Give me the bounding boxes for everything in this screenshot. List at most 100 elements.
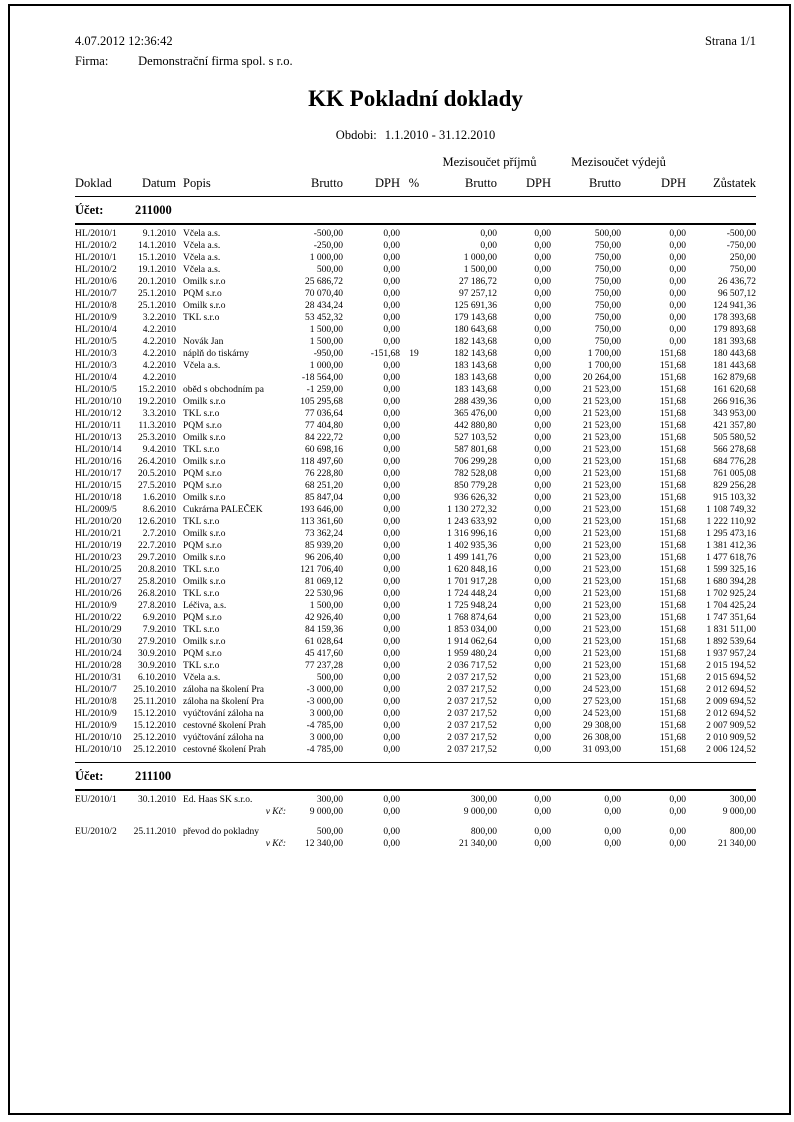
cell-9: 151,68 (659, 421, 686, 431)
cell-4: 0,00 (383, 637, 400, 647)
cell-4: 0,00 (383, 795, 400, 805)
cell-9: 151,68 (659, 517, 686, 527)
cell-10: 9 000,00 (722, 807, 756, 817)
cell-6: 183 143,68 (454, 373, 497, 383)
subtotal-row: v Kč: 12 340,00 0,00 21 340,00 0,00 0,00 0,00 2… (75, 838, 756, 850)
cell-4: 0,00 (383, 721, 400, 731)
cell-10: 162 879,68 (713, 373, 756, 383)
cell-5 (400, 276, 428, 288)
cell-3: 500,00 (316, 265, 343, 275)
cell-5 (400, 492, 428, 504)
cell-6: 1 701 917,28 (447, 577, 497, 587)
cell-6: 1 130 272,32 (447, 505, 497, 515)
cell-1: 25.11.2010 (133, 827, 176, 837)
cell-2: Cukrárna PALEČEK (183, 505, 263, 515)
cell-5 (400, 288, 428, 300)
cell-2: Omilk s.r.o (183, 577, 226, 587)
cell-4: 0,00 (383, 421, 400, 431)
cell-9: 0,00 (669, 313, 686, 323)
cell-6: 182 143,68 (454, 337, 497, 347)
cell-2: PQM s.r.o (183, 481, 222, 491)
cell-2: Včela a.s. (183, 253, 221, 263)
cell-1: 19.1.2010 (138, 265, 176, 275)
cell-2: Léčiva, a.s. (183, 601, 227, 611)
cell-10: 1 599 325,16 (706, 565, 756, 575)
cell-1: 27.9.2010 (138, 637, 176, 647)
cell-8: 21 523,00 (583, 625, 621, 635)
cell-9: 0,00 (669, 839, 686, 849)
cell-10: 2 009 694,52 (706, 697, 756, 707)
cell-0: HL/2010/14 (75, 445, 122, 455)
cell-1: 6.10.2010 (138, 673, 176, 683)
cell-1: 30.9.2010 (138, 649, 176, 659)
cell-2: TKL s.r.o (183, 625, 220, 635)
cell-0: HL/2010/3 (75, 361, 117, 371)
table-row: HL/2010/4 4.2.2010 -18 564,00 0,00 183 143,6… (75, 372, 756, 384)
cell-5 (400, 504, 428, 516)
cell-6: 2 036 717,52 (447, 661, 497, 671)
cell-6: 0,00 (480, 241, 497, 251)
cell-4: 0,00 (383, 745, 400, 755)
table-row: HL/2010/10 19.2.2010 Omilk s.r.o 105 295,68… (75, 396, 756, 408)
cell-2: cestovné školení Prah (183, 721, 266, 731)
cell-10: 2 012 694,52 (706, 685, 756, 695)
col-header-dph-income: DPH (525, 176, 551, 190)
cell-3: 121 706,40 (300, 565, 343, 575)
cell-2 (178, 372, 290, 384)
cell-0: HL/2010/9 (75, 721, 117, 731)
cell-3: -500,00 (313, 229, 343, 239)
cell-7: 0,00 (534, 229, 551, 239)
table-row: HL/2010/5 4.2.2010 Novák Jan 1 500,00 0,00 18… (75, 336, 756, 348)
cell-9: 0,00 (669, 325, 686, 335)
cell-7: 0,00 (534, 733, 551, 743)
cell-3: 81 069,12 (305, 577, 343, 587)
cell-5 (400, 264, 428, 276)
cell-8: 21 523,00 (583, 589, 621, 599)
cell-6: 442 880,80 (454, 421, 497, 431)
cell-8: 0,00 (604, 827, 621, 837)
cell-6: 1 724 448,24 (447, 589, 497, 599)
cell-2: Včela a.s. (183, 673, 221, 683)
cell-0: HL/2010/5 (75, 385, 117, 395)
table-row: HL/2010/17 20.5.2010 PQM s.r.o 76 228,80 0,0… (75, 468, 756, 480)
col-header-zustatek: Zůstatek (712, 176, 756, 190)
cell-6: 587 801,68 (454, 445, 497, 455)
cell-5 (400, 636, 428, 648)
cell-1: 20.1.2010 (138, 277, 176, 287)
cell-8: 750,00 (594, 265, 621, 275)
cell-10: 1 892 539,64 (706, 637, 756, 647)
cell-10: 180 443,68 (713, 349, 756, 359)
cell-6: 1 316 996,16 (447, 529, 497, 539)
cell-1: 27.5.2010 (138, 481, 176, 491)
cell-0: HL/2010/22 (75, 613, 122, 623)
cell-7: 0,00 (534, 373, 551, 383)
cell-3: -4 785,00 (306, 721, 343, 731)
cell-8: 21 523,00 (583, 469, 621, 479)
cell-10: 181 443,68 (713, 361, 756, 371)
cell-3: 77 237,28 (305, 661, 343, 671)
cell-9: 151,68 (659, 469, 686, 479)
cell-8: 26 308,00 (583, 733, 621, 743)
cell-3: 113 361,60 (300, 517, 343, 527)
cell-3: -950,00 (313, 349, 343, 359)
cell-2: PQM s.r.o (183, 421, 222, 431)
cell-10: 26 436,72 (718, 277, 756, 287)
cell-5 (400, 696, 428, 708)
table-row: HL/2010/23 29.7.2010 Omilk s.r.o 96 206,40 0… (75, 552, 756, 564)
cell-1: 26.4.2010 (138, 457, 176, 467)
section-rows: HL/2010/1 9.1.2010 Včela a.s. -500,00 0,00 0,… (75, 225, 756, 762)
cell-10: -750,00 (726, 241, 756, 251)
column-header-row: Doklad Datum Popis Brutto DPH % Brutto D… (75, 175, 756, 191)
cell-10: 181 393,68 (713, 337, 756, 347)
cell-7: 0,00 (534, 827, 551, 837)
cell-0: HL/2010/28 (75, 661, 122, 671)
cell-1: 3.3.2010 (142, 409, 176, 419)
cell-4: 0,00 (383, 577, 400, 587)
group-header-row: Mezisoučet příjmů Mezisoučet výdejů (75, 155, 756, 170)
cell-0: HL/2010/27 (75, 577, 122, 587)
cell-2: PQM s.r.o (183, 613, 222, 623)
table-row: EU/2010/1 30.1.2010 Ed. Haas SK s.r.o. 300,… (75, 794, 756, 806)
cell-7: 0,00 (534, 673, 551, 683)
cell-1: 29.7.2010 (138, 553, 176, 563)
cell-3: 1 500,00 (309, 337, 343, 347)
